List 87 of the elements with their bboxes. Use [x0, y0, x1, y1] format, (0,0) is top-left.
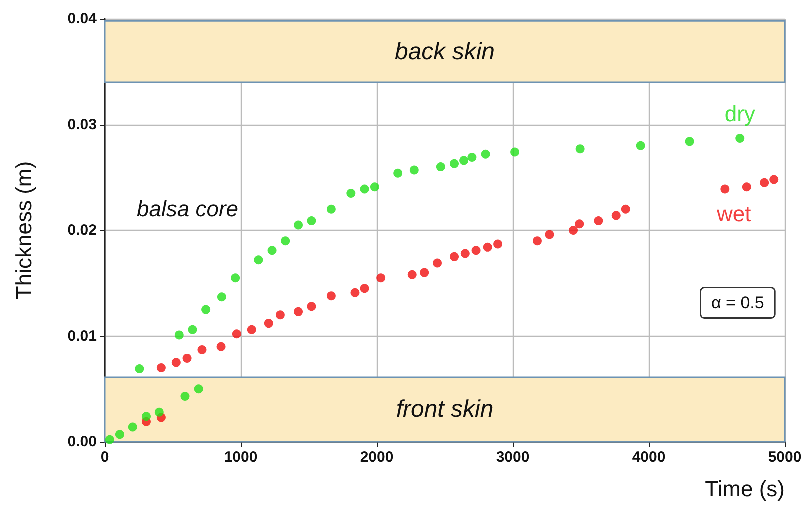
point [636, 141, 646, 150]
point [326, 292, 336, 301]
point [350, 288, 360, 298]
point [264, 319, 274, 328]
point [720, 184, 730, 194]
point [307, 216, 316, 226]
point [576, 144, 585, 154]
point [180, 392, 190, 402]
point [294, 307, 304, 316]
point [232, 330, 242, 339]
x-tick-label: 4000 [632, 449, 666, 466]
band-label: front skin [396, 396, 494, 424]
y-tick-label: 0.00 [68, 434, 97, 450]
y-tick-label: 0.01 [68, 328, 97, 345]
annotation: α = 0.5 [712, 294, 764, 312]
point [472, 246, 481, 256]
point [231, 274, 240, 283]
x-tick-label: 5000 [768, 449, 802, 466]
point [198, 346, 207, 354]
point [276, 310, 285, 320]
point [254, 256, 264, 265]
point [545, 230, 554, 240]
point [188, 325, 198, 334]
point [742, 182, 752, 192]
point [460, 249, 470, 258]
point [307, 302, 316, 312]
y-tick-label: 0.02 [68, 222, 97, 239]
point [156, 363, 166, 372]
x-tick-label: 2000 [360, 449, 394, 466]
x-tick-label: 1000 [224, 449, 258, 466]
point [436, 162, 446, 172]
point [510, 148, 520, 157]
point [326, 204, 336, 214]
point [594, 216, 604, 226]
point [247, 325, 256, 334]
series-label: wet [716, 202, 752, 227]
point [410, 166, 419, 175]
point [154, 408, 164, 417]
point [569, 226, 578, 235]
point [433, 258, 442, 268]
x-axis-title: Time (s) [705, 476, 785, 502]
point [105, 435, 114, 444]
point [468, 153, 477, 162]
point [450, 159, 460, 168]
point [294, 220, 304, 230]
point [736, 134, 745, 143]
point [360, 284, 370, 294]
point [182, 354, 192, 363]
point [115, 430, 124, 440]
y-axis-title: Thickness (m) [12, 161, 36, 300]
point [174, 330, 184, 340]
band-label: back skin [394, 38, 496, 66]
point [394, 168, 403, 178]
point [194, 384, 204, 394]
point [202, 305, 211, 314]
point [760, 178, 770, 188]
point [281, 236, 290, 246]
point [621, 204, 630, 214]
point [450, 252, 460, 262]
point [408, 270, 417, 280]
y-tick-label: 0.04 [68, 10, 98, 28]
point [128, 422, 138, 432]
point [142, 412, 151, 422]
point [370, 182, 380, 192]
point [172, 358, 181, 368]
point [216, 342, 226, 352]
x-tick-label: 0 [100, 449, 110, 466]
point [217, 292, 226, 302]
point [483, 242, 492, 252]
point [346, 188, 356, 198]
series-label: dry [724, 101, 756, 126]
point [770, 175, 779, 184]
point [685, 137, 694, 146]
point [135, 364, 144, 374]
y-tick-label: 0.03 [68, 116, 97, 134]
point [494, 240, 503, 249]
point [612, 211, 621, 220]
point [460, 156, 469, 166]
point [268, 246, 277, 256]
point [532, 236, 542, 246]
point [376, 274, 386, 283]
point [420, 268, 430, 278]
x-tick-label: 3000 [496, 449, 530, 466]
annotation: balsa core [137, 196, 239, 222]
point [575, 220, 584, 229]
point [481, 150, 490, 159]
point [360, 184, 370, 194]
